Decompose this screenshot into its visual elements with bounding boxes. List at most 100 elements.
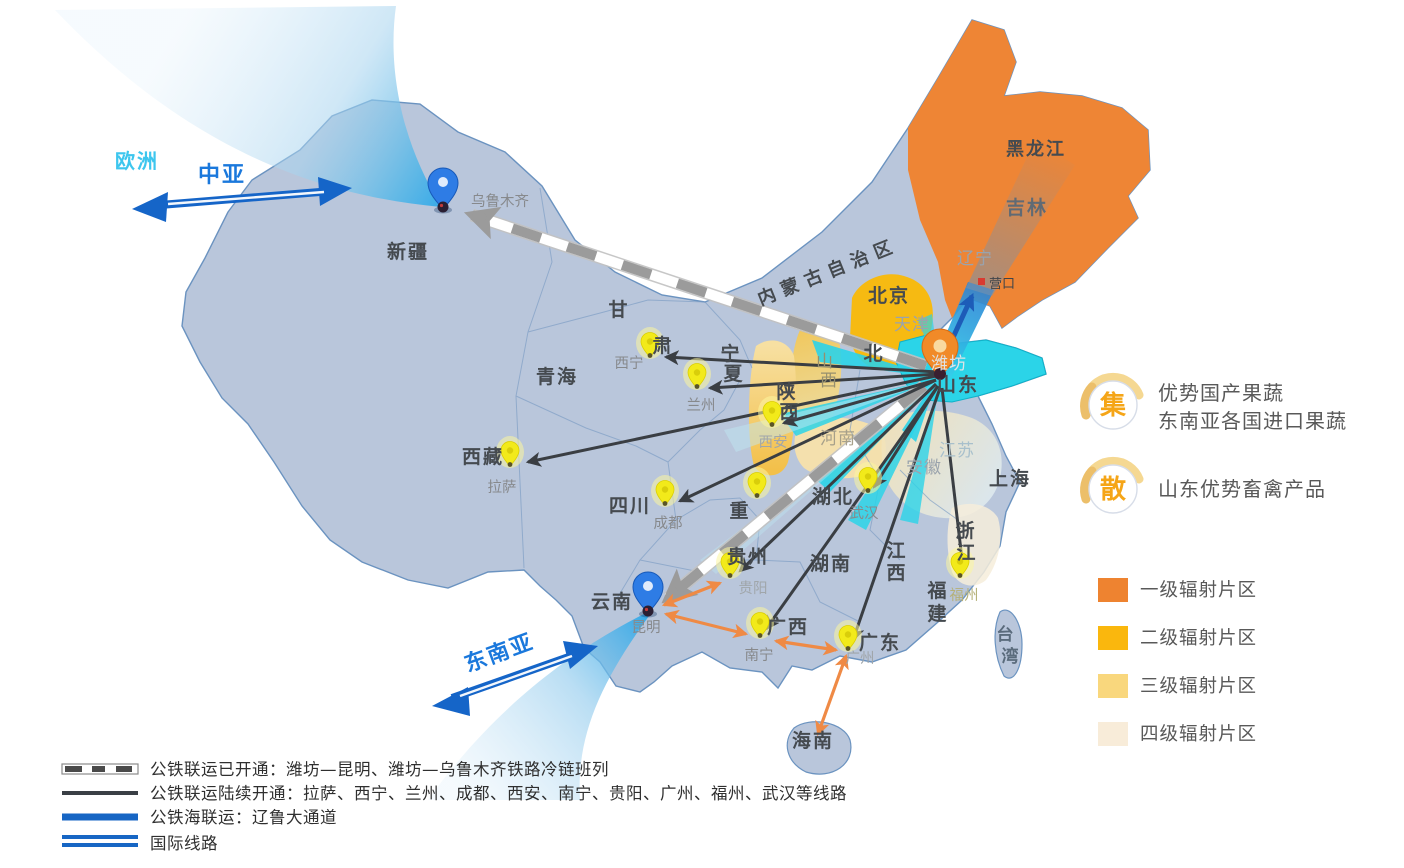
zone4-label: 四级辐射片区 (1140, 724, 1257, 745)
city-label-xining: 西宁 (615, 355, 644, 372)
zone3-label: 三级辐射片区 (1140, 676, 1257, 697)
province-label-fujian-2: 建 (927, 602, 948, 625)
province-label-liaoning: 辽宁 (957, 249, 993, 269)
arrow-guangzhou-hainan (815, 653, 849, 737)
city-pins (427, 167, 985, 653)
funnel-southwest (428, 613, 649, 800)
province-label-hainan: 海南 (792, 729, 834, 752)
zone1-label: 一级辐射片区 (1140, 580, 1257, 601)
arrow-to-fuzhou (940, 387, 969, 571)
label-central-asia: 中亚 (198, 163, 246, 188)
province-label-guangxi: 广西 (767, 615, 809, 638)
city-label-fuzhou: 福州 (950, 587, 979, 604)
badge-ji-char: 集 (1099, 390, 1127, 421)
label-europe: 欧洲 (115, 149, 159, 173)
city-label-lanzhou: 兰州 (687, 397, 716, 414)
province-label-gansu-1: 甘 (608, 299, 629, 321)
province-label-tianjin: 天津 (894, 315, 930, 335)
arrow-to-lasa (525, 374, 937, 467)
zone2-swatch (1098, 626, 1128, 650)
beam-northeast-fade (966, 140, 1075, 296)
funnel-northwest (55, 6, 443, 209)
province-label-shandong: 山东 (937, 373, 979, 396)
city-label-nanning: 南宁 (745, 647, 774, 664)
province-label-taiwan-2: 湾 (1002, 646, 1021, 667)
province-label-hunan: 湖南 (810, 553, 852, 575)
pin-wuhan (853, 461, 883, 495)
province-label-jiangsu: 江苏 (939, 441, 975, 461)
legend-rail-opened-label: 公铁联运已开通：潍坊—昆明、潍坊—乌鲁木齐铁路冷链班列 (150, 760, 609, 779)
arrow-kunming-nanning (663, 609, 749, 639)
zone4-swatch (1098, 722, 1128, 746)
zone1-swatch (1098, 578, 1128, 602)
arrow-to-lanzhou (707, 372, 939, 395)
zone2-label: 二级辐射片区 (1140, 628, 1257, 649)
international-arrow-central-asia (132, 177, 352, 222)
province-label-hubei: 湖北 (812, 486, 854, 508)
legend-san-line1: 山东优势畜禽产品 (1158, 477, 1326, 501)
city-label-guangzhou: 广州 (846, 650, 875, 667)
legend-symbol-international (62, 835, 138, 847)
arrow-kunming-guiyang (661, 580, 723, 608)
province-label-jiangxi-1: 江 (886, 540, 907, 562)
zone-legend: 一级辐射片区 二级辐射片区 三级辐射片区 四级辐射片区 (1098, 578, 1257, 746)
city-label-wulumuqi: 乌鲁木齐 (471, 193, 529, 210)
city-label-kunming: 昆明 (632, 620, 661, 636)
badge-ji: 集 (1080, 372, 1144, 430)
province-label-zhejiang-1: 浙 (955, 519, 976, 542)
province-label-heilongjiang: 黑龙江 (1006, 138, 1066, 160)
province-label-shanghai: 上海 (989, 467, 1031, 490)
arrow-nanning-guangzhou (773, 635, 839, 656)
international-arrow-southeast-asia (432, 641, 598, 716)
province-label-chongqing: 重 (729, 500, 750, 522)
arrow-to-chengdu (677, 378, 937, 503)
city-label-guiyang: 贵阳 (739, 580, 768, 597)
province-label-ningxia-2: 夏 (723, 363, 744, 385)
pin-lanzhou (682, 357, 712, 391)
yingkou-marker (978, 278, 985, 285)
city-label-lasa: 拉萨 (488, 479, 517, 496)
city-label-yingkou: 营口 (989, 277, 1015, 292)
province-label-zhejiang-2: 江 (956, 542, 977, 564)
arrow-to-guiyang (738, 382, 938, 573)
city-label-wuhan: 武汉 (850, 505, 879, 522)
province-label-yunnan: 云南 (591, 591, 633, 613)
rail-arrow-weifang-kunming (661, 380, 929, 604)
province-label-gansu-2: 肃 (652, 334, 673, 357)
province-label-shanxi-2: 西 (820, 371, 838, 391)
province-label-guizhou: 贵州 (727, 546, 769, 568)
province-label-beijing: 北京 (868, 284, 910, 307)
arrow-to-guangzhou (850, 387, 942, 643)
legend-symbol-rail-opened (61, 763, 139, 775)
legend-routes: 公铁联运已开通：潍坊—昆明、潍坊—乌鲁木齐铁路冷链班列 公铁联运陆续开通：拉萨、… (61, 760, 847, 853)
province-label-hebei: 北 (863, 343, 884, 365)
province-label-taiwan-1: 台 (997, 624, 1016, 645)
legend-international-label: 国际线路 (150, 834, 218, 853)
arrow-to-nanning (764, 385, 940, 631)
badge-san: 散 (1080, 456, 1144, 514)
province-label-jilin: 吉林 (1006, 196, 1048, 219)
province-label-fujian-1: 福 (926, 579, 948, 602)
rail-upcoming-arrows (525, 350, 969, 643)
pin-chongqing (742, 466, 772, 500)
feeder-arrows (661, 580, 849, 737)
zone3-swatch (1098, 674, 1128, 698)
province-label-qinghai: 青海 (536, 365, 578, 388)
pin-guangzhou (833, 619, 863, 653)
arrow-to-xian (781, 378, 937, 427)
province-label-xinjiang: 新疆 (387, 240, 429, 263)
province-label-shaanxi-1: 陕 (776, 380, 797, 403)
province-label-sichuan: 四川 (609, 495, 651, 517)
legend-rail-upcoming-label: 公铁联运陆续开通：拉萨、西宁、兰州、成都、西安、南宁、贵阳、广州、福州、武汉等线… (150, 784, 847, 803)
legend-ji-line2: 东南亚各国进口果蔬 (1158, 409, 1347, 433)
province-label-shanxi-1: 山 (816, 352, 834, 372)
legend-rail-sea-label: 公铁海联运：辽鲁大通道 (150, 808, 337, 827)
arrow-to-xining (663, 350, 939, 374)
city-label-chengdu: 成都 (654, 515, 683, 532)
taiwan-island (994, 609, 1023, 679)
rail-arrow-weifang-urumqi (463, 206, 929, 373)
province-label-xizang: 西藏 (462, 445, 504, 468)
province-label-jiangxi-2: 西 (886, 562, 907, 584)
province-label-ningxia-1: 宁 (720, 342, 741, 365)
